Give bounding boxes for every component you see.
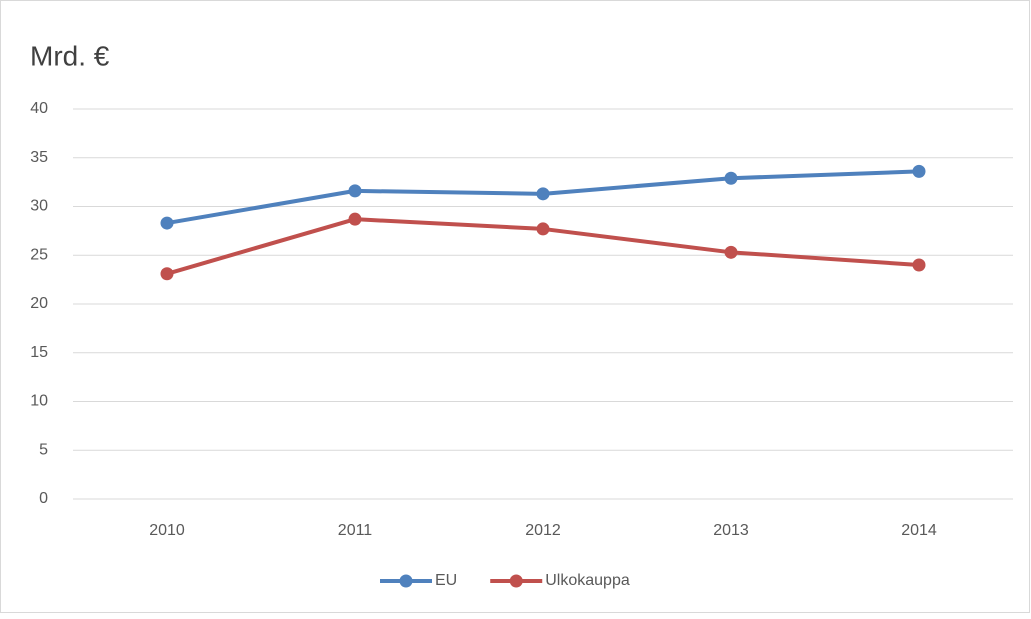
y-tick-label: 10 [30, 393, 48, 410]
legend-label: EU [435, 572, 457, 589]
y-tick-label: 15 [30, 344, 48, 361]
data-point [348, 184, 362, 198]
y-tick-label: 30 [30, 198, 48, 215]
data-point [724, 171, 738, 185]
legend-label: Ulkokauppa [545, 572, 630, 589]
data-point [724, 245, 738, 259]
legend-swatch-marker [399, 574, 413, 588]
x-tick-label: 2014 [901, 522, 937, 539]
data-point [536, 222, 550, 236]
data-point [912, 164, 926, 178]
chart-title: Mrd. € [30, 40, 110, 71]
data-point [536, 187, 550, 201]
data-point [912, 258, 926, 272]
x-tick-label: 2013 [713, 522, 749, 539]
data-point [348, 212, 362, 226]
legend-swatch-marker [509, 574, 523, 588]
y-tick-label: 0 [39, 490, 48, 507]
y-tick-label: 25 [30, 246, 48, 263]
x-tick-label: 2010 [149, 522, 185, 539]
x-tick-label: 2012 [525, 522, 561, 539]
y-tick-label: 5 [39, 441, 48, 458]
data-point [160, 267, 174, 281]
x-tick-label: 2011 [338, 522, 373, 539]
y-tick-label: 35 [30, 149, 48, 166]
y-tick-label: 40 [30, 100, 48, 117]
y-tick-label: 20 [30, 295, 48, 312]
data-point [160, 216, 174, 230]
